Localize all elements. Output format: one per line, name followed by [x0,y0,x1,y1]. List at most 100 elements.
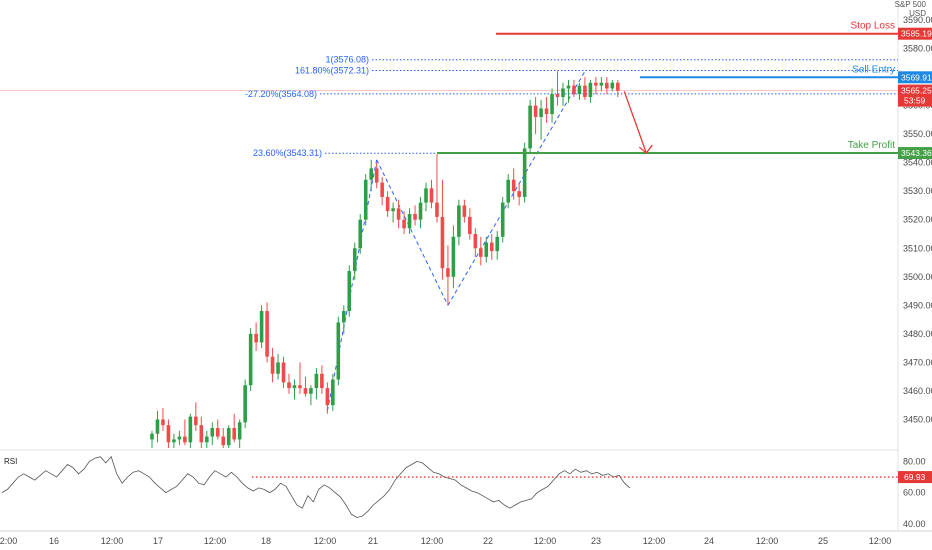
current-price-tag [898,84,932,107]
candle-body [292,385,297,389]
candle-body [610,82,615,89]
candle-body [281,362,286,383]
price-tick-label: 3550.00 [903,129,932,139]
trade-level-label: Stop Loss [851,21,895,32]
candle-body [533,105,538,117]
price-tick-label: 3480.00 [903,329,932,339]
price-tag [898,147,932,160]
pattern-line [326,159,378,412]
price-tick-label: 3530.00 [903,186,932,196]
candle-body [177,436,182,440]
candle-body [424,188,428,203]
candle-body [473,233,478,249]
candle-body [358,219,363,249]
candle-body [150,433,154,440]
candle-body [484,242,489,257]
candle-body [237,422,242,440]
candle-body [616,82,620,91]
price-tick-label: 3470.00 [903,357,932,367]
time-tick-label: 17 [153,536,163,546]
candle-body [166,425,171,443]
current-price-text: 3565.25 [901,86,932,96]
projection-arrow-line [623,91,647,154]
price-tick-label: 3490.00 [903,300,932,310]
price-tick-label: 3580.00 [903,44,932,54]
time-tick-label: 12:00 [421,536,444,546]
price-tick-label: 3460.00 [903,386,932,396]
candle-body [566,85,571,89]
time-tick-label: 12:00 [869,536,892,546]
candle-body [380,182,384,197]
candle-body [331,379,335,406]
candle-body [413,214,417,220]
time-tick-label: 12:00 [756,536,779,546]
pattern-line [376,159,449,306]
candle-body [325,388,330,406]
price-tick-label: 3500.00 [903,272,932,282]
price-tick-label: 3510.00 [903,243,932,253]
candle-body [352,248,357,272]
price-tag-text: 3569.91 [901,72,932,82]
trade-level-label: Take Profit [848,140,895,151]
candle-body [407,214,412,229]
candle-body [594,82,598,86]
price-tick-label: 3450.00 [903,414,932,424]
time-tick-label: 12:00 [534,536,557,546]
candle-body [599,82,604,86]
candle-body [583,85,587,98]
time-tick-label: 12:00 [0,536,17,546]
time-tick-label: 24 [704,536,714,546]
candle-body [479,248,483,257]
candle-body [577,85,582,95]
fib-level-label: 23.60%(3543.31) [253,148,322,158]
price-tick-label: 3590.00 [903,15,932,25]
candle-body [298,385,302,389]
candle-body [320,373,324,389]
rsi-tick-label: 80.00 [903,456,926,466]
candle-body [489,242,494,252]
candle-body [385,196,390,212]
candle-body [363,179,368,220]
candle-body [226,428,231,446]
trade-level-label: Sell Entry [852,64,895,75]
candle-body [347,271,352,312]
time-tick-label: 21 [368,536,378,546]
candle-body [232,428,236,440]
price-tick-label: 3540.00 [903,158,932,168]
candle-body [462,205,467,217]
candle-body [539,108,543,117]
candle-body [199,425,204,443]
time-tick-label: 22 [483,536,493,546]
projection-arrow-head [638,144,653,155]
fib-level-label: -27.20%(3564.08) [245,89,317,99]
candle-body [183,436,187,443]
candle-body [561,88,565,98]
candle-body [418,202,423,220]
candle-body [435,202,439,217]
price-tag [898,71,932,84]
candle-body [287,382,291,389]
rsi-level-tag-text: 69.93 [904,472,926,482]
candle-body [155,419,160,434]
price-tag [898,27,932,40]
time-tick-label: 12:00 [643,536,666,546]
candle-body [210,428,215,437]
time-tick-label: 12:00 [101,536,124,546]
fib-level-label: 161.80%(3572.31) [295,65,369,75]
candle-body [248,333,253,386]
candle-body [451,236,456,277]
candle-body [254,333,258,343]
candle-body [446,268,450,277]
candle-body [336,322,341,380]
candle-body [215,428,220,437]
candle-body [468,216,472,234]
pattern-line [447,71,586,306]
candle-body [511,179,516,192]
candle-body [457,205,461,237]
candle-body [342,311,346,323]
candle-body [188,416,193,443]
candle-body [374,168,379,183]
candle-body [270,356,275,374]
